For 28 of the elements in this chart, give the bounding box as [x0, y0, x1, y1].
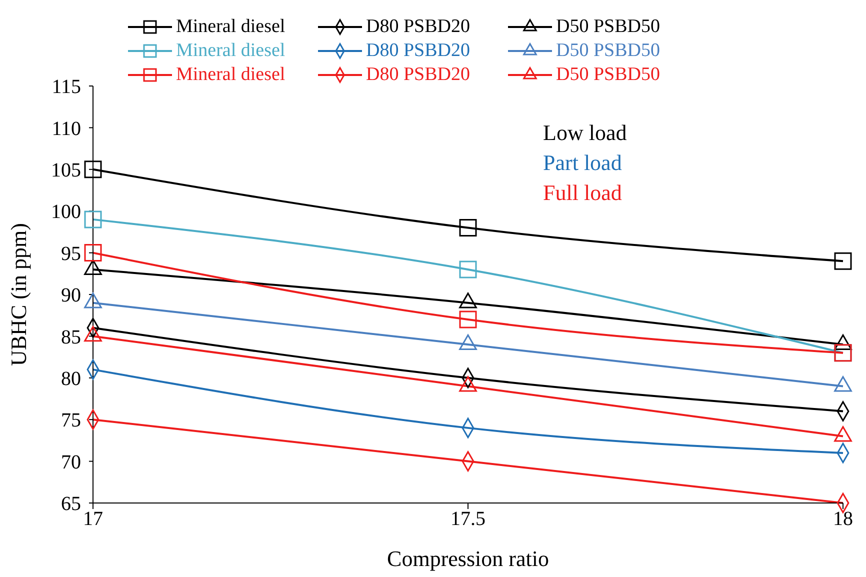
- legend-label: D50 PSBD50: [556, 16, 660, 38]
- legend-label: D50 PSBD50: [556, 40, 660, 62]
- legend-label: D80 PSBD20: [366, 16, 470, 38]
- x-tick-label: 17: [83, 508, 103, 530]
- legend-label: Mineral diesel: [176, 16, 286, 38]
- x-axis-title: Compression ratio: [387, 546, 549, 571]
- legend-label: D50 PSBD50: [556, 64, 660, 86]
- annotation: Part load: [543, 150, 622, 175]
- y-axis-title: UBHC (in ppm): [6, 223, 31, 366]
- annotation: Low load: [543, 120, 627, 145]
- legend-label: D80 PSBD20: [366, 64, 470, 86]
- y-tick-label: 105: [51, 160, 81, 182]
- x-tick-label: 18: [833, 508, 853, 530]
- y-tick-label: 90: [61, 284, 81, 307]
- annotation: Full load: [543, 180, 622, 205]
- y-tick-label: 115: [52, 76, 81, 98]
- x-tick-label: 17.5: [450, 508, 486, 530]
- y-tick-label: 95: [61, 242, 81, 265]
- legend-label: Mineral diesel: [176, 40, 286, 62]
- y-tick-label: 110: [52, 118, 81, 140]
- y-tick-label: 100: [51, 201, 81, 224]
- y-tick-label: 80: [61, 368, 81, 390]
- legend-label: Mineral diesel: [176, 64, 286, 86]
- y-tick-label: 85: [61, 326, 81, 348]
- y-tick-label: 70: [61, 451, 81, 474]
- y-tick-label: 65: [61, 493, 81, 516]
- legend-label: D80 PSBD20: [366, 40, 470, 62]
- y-tick-label: 75: [61, 410, 81, 432]
